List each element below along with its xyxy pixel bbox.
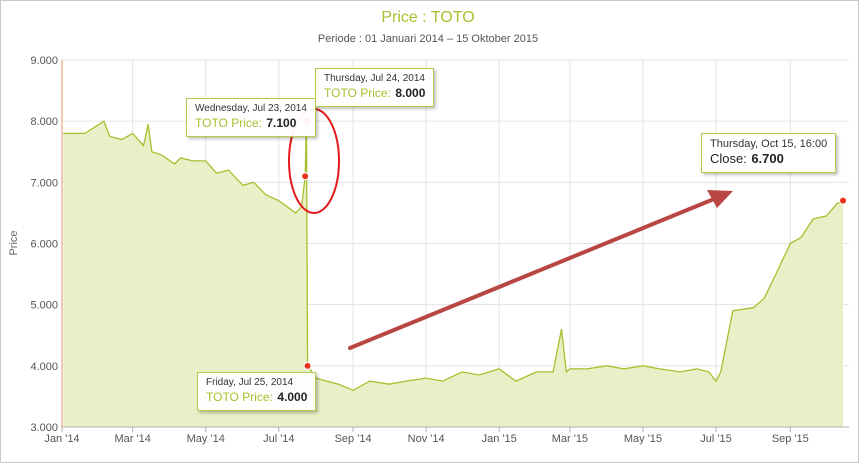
axes: 3.000 4.000 5.000 6.000 7.000 8.000 9.000 Jan '… (30, 55, 849, 445)
chart-subtitle: Periode : 01 Januari 2014 – 15 Oktober 2… (318, 33, 538, 45)
tooltip-date: Wednesday, Jul 23, 2014 (195, 103, 307, 114)
tooltip-value: 8.000 (395, 86, 426, 100)
x-tick-label: Jan '15 (482, 433, 517, 445)
tooltip-value: 4.000 (277, 390, 308, 404)
y-tick-label: 3.000 (30, 422, 58, 434)
highlight-point (301, 172, 310, 181)
tooltip-label: Close: (710, 151, 747, 166)
y-tick-label: 7.000 (30, 177, 58, 189)
y-tick-label: 4.000 (30, 361, 58, 373)
tooltip-date: Friday, Jul 25, 2014 (206, 377, 294, 388)
tooltip-value: 7.100 (266, 116, 297, 130)
x-tick-label: Jul '14 (263, 433, 294, 445)
annotation-arrow-head (707, 190, 733, 208)
x-tick-label: May '14 (187, 433, 225, 445)
x-tick-label: Jul '15 (700, 433, 731, 445)
tooltip-oct15: Thursday, Oct 15, 16:00 Close: 6.700 (701, 133, 837, 173)
chart-title: Price : TOTO (381, 9, 474, 26)
y-tick-label: 8.000 (30, 116, 58, 128)
tooltip-jul23: Wednesday, Jul 23, 2014 TOTO Price: 7.10… (186, 98, 316, 137)
x-tick-label: Nov '14 (408, 433, 445, 445)
highlight-point (839, 196, 848, 205)
x-tick-label: Jan '14 (44, 433, 79, 445)
highlight-point (303, 361, 312, 370)
tooltip-label: TOTO Price: (206, 390, 273, 404)
y-axis-label: Price (8, 230, 20, 255)
annotations (288, 108, 733, 350)
x-tick-label: Mar '15 (552, 433, 588, 445)
x-tick-label: Sep '14 (335, 433, 372, 445)
y-tick-label: 9.000 (30, 55, 58, 67)
annotation-arrow-shaft (348, 197, 716, 350)
series-line (63, 120, 844, 392)
y-tick-label: 5.000 (30, 300, 58, 312)
tooltip-label: TOTO Price: (195, 116, 262, 130)
x-tick-label: May '15 (624, 433, 662, 445)
tooltip-value: 6.700 (751, 151, 784, 166)
y-tick-label: 6.000 (30, 239, 58, 251)
tooltip-date: Thursday, Jul 24, 2014 (324, 73, 425, 84)
tooltip-jul25: Friday, Jul 25, 2014 TOTO Price: 4.000 (197, 372, 317, 411)
x-tick-label: Mar '14 (115, 433, 151, 445)
tooltip-jul24: Thursday, Jul 24, 2014 TOTO Price: 8.000 (315, 68, 435, 107)
tooltip-date: Thursday, Oct 15, 16:00 (710, 138, 828, 150)
series-area-fill (63, 121, 843, 427)
x-tick-label: Sep '15 (772, 433, 809, 445)
tooltip-label: TOTO Price: (324, 86, 391, 100)
